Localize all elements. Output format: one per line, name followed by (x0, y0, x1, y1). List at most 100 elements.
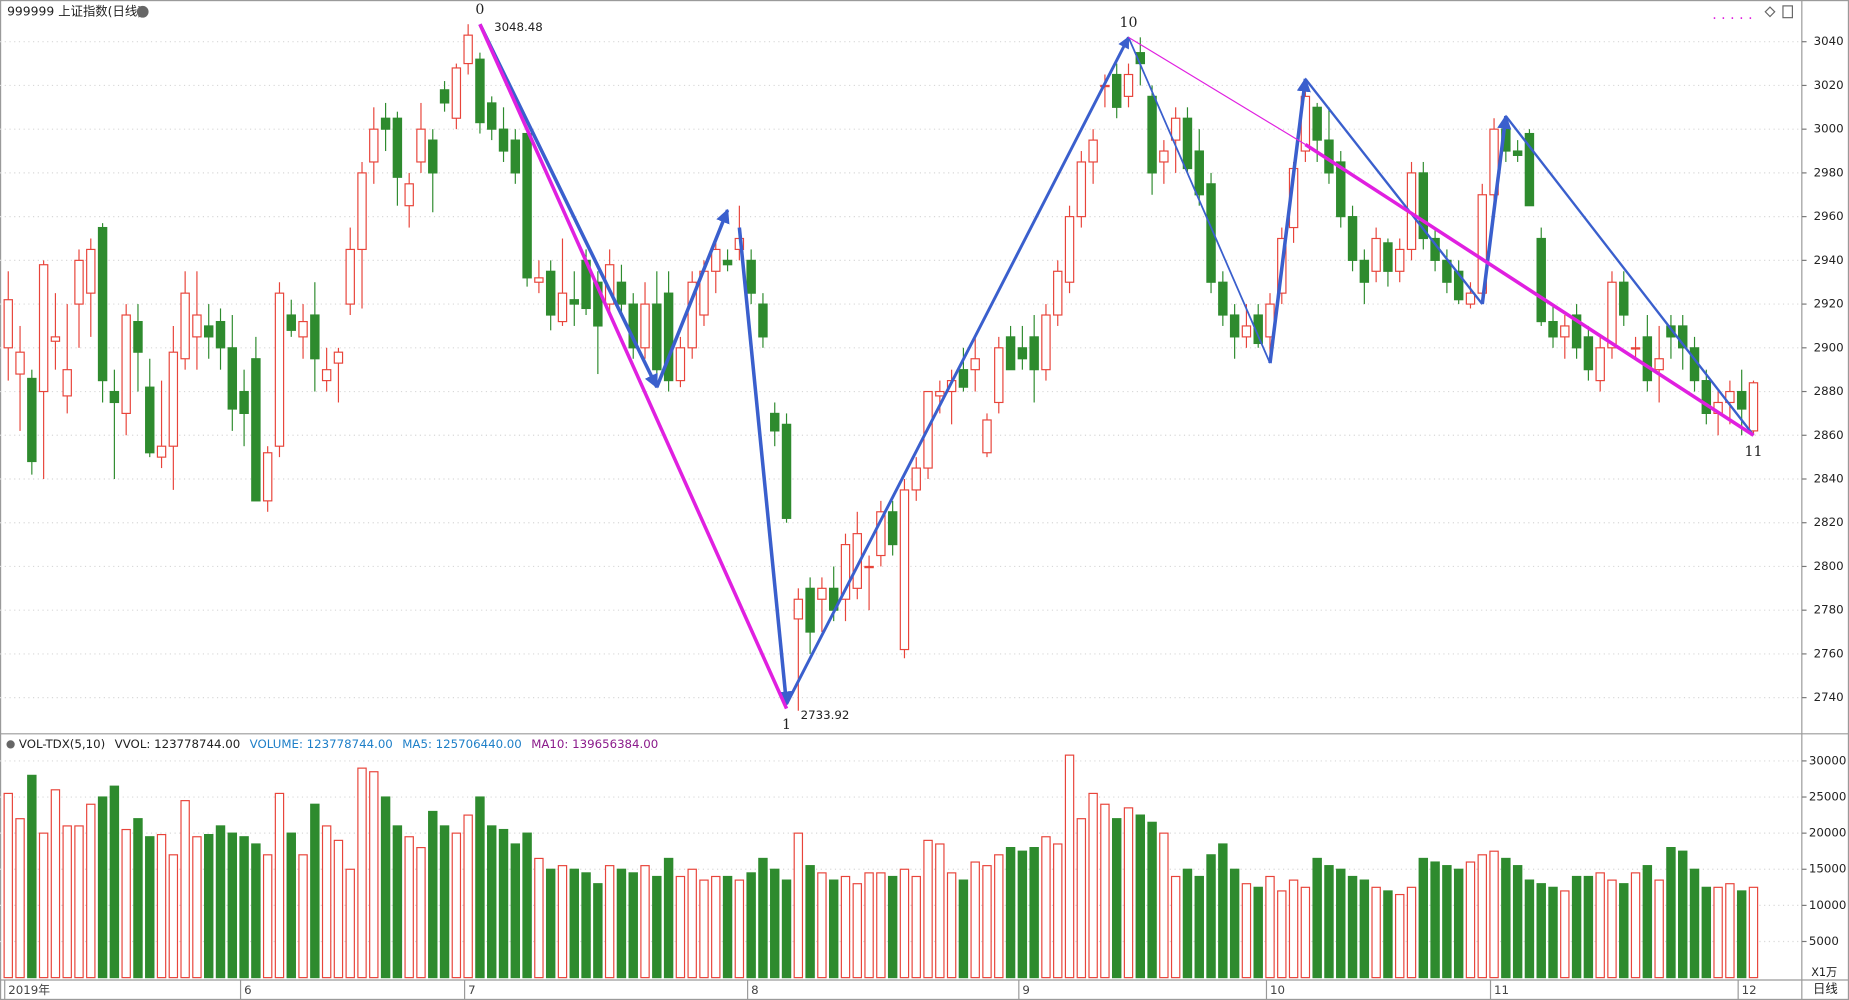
x-tick-label: 8 (751, 983, 759, 997)
candle-body (569, 299, 579, 305)
volume-tick-label: 30000 (1809, 753, 1846, 767)
title-menu-icon[interactable] (136, 5, 149, 18)
wave-line (785, 36, 1130, 705)
volume-bar (439, 825, 450, 979)
candle-body (770, 412, 780, 432)
volume-bar (321, 825, 332, 979)
volume-bar (192, 836, 202, 979)
volume-bar (817, 872, 827, 979)
y-tick-label: 2940 (1814, 253, 1844, 267)
candle-body (1619, 281, 1629, 316)
candle-body (1359, 259, 1370, 283)
volume-bar (510, 843, 521, 979)
panel-icon[interactable] (1782, 5, 1793, 19)
candle-body (534, 277, 544, 283)
candle-body (262, 452, 273, 502)
candle-body (380, 117, 391, 130)
volume-bar (652, 875, 662, 979)
volume-bar (251, 843, 261, 979)
volume-bar (1406, 886, 1417, 979)
volume-bar (593, 883, 603, 979)
y-tick-label: 2880 (1814, 384, 1844, 398)
y-tick-label: 2840 (1814, 472, 1844, 486)
volume-bar (1453, 868, 1464, 979)
volume-header-text: VVOL: 123778744.00 (115, 737, 241, 751)
volume-bar (628, 872, 638, 979)
candle-body (1595, 347, 1605, 382)
volume-bar (557, 865, 568, 979)
x-tick-label: 10 (1270, 983, 1285, 997)
candle-body (416, 128, 426, 163)
volume-bar (1123, 807, 1134, 979)
volume-bar (899, 868, 910, 979)
candle-body (1088, 139, 1098, 163)
volume-bar (534, 857, 544, 979)
candle-body (1571, 314, 1582, 349)
volume-bar (1194, 875, 1204, 979)
wave-line (1304, 78, 1484, 305)
volume-bar (746, 872, 756, 979)
candle-body (1123, 73, 1134, 97)
volume-bar (145, 836, 155, 979)
candle-body (357, 172, 367, 251)
volume-bar (663, 857, 674, 979)
candle-body (958, 369, 969, 388)
volume-bar (168, 854, 179, 979)
x-tick-label: 6 (244, 983, 252, 997)
volume-bar (333, 839, 344, 979)
diamond-icon[interactable] (1764, 6, 1776, 18)
candle-body (1395, 248, 1405, 272)
candle-body (781, 423, 792, 519)
volume-bar (1324, 865, 1334, 979)
volume-bar (1182, 868, 1193, 979)
candle-body (38, 264, 49, 393)
candle-body (675, 347, 686, 382)
volume-bar (770, 868, 780, 979)
volume-bar (958, 879, 969, 979)
volume-bar (50, 789, 61, 979)
volume-bar (1100, 803, 1110, 979)
candle-body (286, 314, 296, 331)
candle-body (1583, 336, 1594, 371)
wave-point-label: 1 (782, 717, 791, 733)
volume-bar (840, 875, 851, 979)
volume-bar (1536, 883, 1546, 979)
volume-bar (675, 875, 686, 979)
volume-bar (1265, 875, 1275, 979)
candle-body (498, 128, 509, 152)
candle-body (663, 292, 674, 382)
volume-bar (239, 836, 249, 979)
candle-body (345, 248, 355, 305)
volume-bar (1277, 890, 1287, 979)
candle-body (1383, 242, 1393, 272)
volume-bar (1630, 872, 1641, 979)
candle-body (593, 281, 603, 327)
volume-bar (1654, 879, 1664, 979)
volume-bar (699, 879, 709, 979)
candle-body (1465, 292, 1476, 305)
volume-bar (380, 796, 391, 979)
volume-bar (1725, 883, 1735, 979)
candle-body (86, 248, 96, 294)
volume-tick-label: 25000 (1809, 790, 1846, 804)
y-tick-label: 2740 (1814, 690, 1844, 704)
volume-bar (1371, 886, 1381, 979)
y-tick-label: 3000 (1814, 122, 1844, 136)
candle-body (982, 419, 992, 454)
candle-body (428, 139, 438, 174)
volume-bar (1029, 847, 1039, 979)
volume-bar (1359, 879, 1370, 979)
wave-line (737, 227, 793, 706)
volume-bar (1701, 886, 1712, 979)
y-tick-label: 2800 (1814, 559, 1844, 573)
volume-tick-label: 15000 (1809, 862, 1846, 876)
candle-body (1147, 95, 1157, 174)
volume-header-text: MA10: 139656384.00 (531, 737, 658, 751)
volume-bar (876, 872, 886, 979)
candle-body (1218, 281, 1228, 316)
candle-body (805, 587, 815, 633)
candle-body (628, 303, 638, 349)
candle-body (1536, 237, 1546, 323)
volume-bar (887, 875, 898, 979)
